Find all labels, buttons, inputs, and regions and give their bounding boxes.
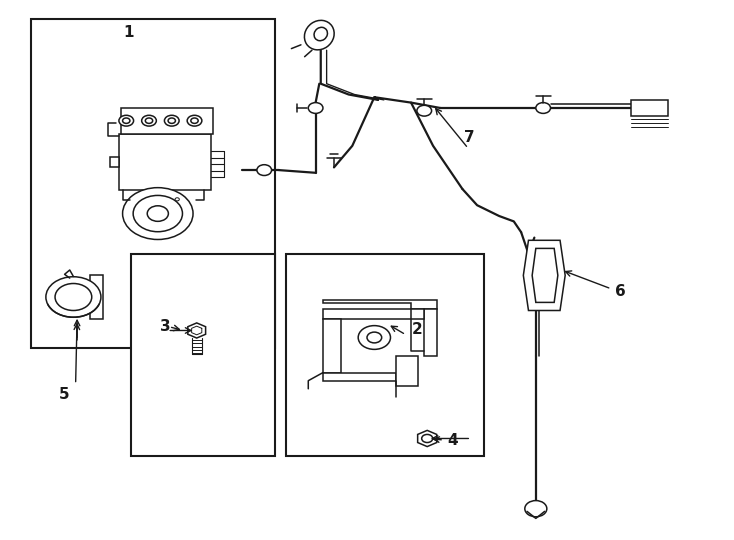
Text: 3: 3 xyxy=(160,319,170,334)
Polygon shape xyxy=(523,240,565,310)
Text: 5: 5 xyxy=(59,387,70,402)
Circle shape xyxy=(148,206,168,221)
Polygon shape xyxy=(121,108,213,134)
Circle shape xyxy=(164,116,179,126)
Polygon shape xyxy=(119,134,211,191)
Circle shape xyxy=(168,118,175,123)
Text: 6: 6 xyxy=(615,284,625,299)
Bar xyxy=(286,254,484,456)
Circle shape xyxy=(142,116,156,126)
Circle shape xyxy=(525,501,547,517)
Polygon shape xyxy=(90,275,103,319)
Ellipse shape xyxy=(55,284,92,310)
Ellipse shape xyxy=(314,28,327,40)
Circle shape xyxy=(187,116,202,126)
Bar xyxy=(131,254,275,456)
Polygon shape xyxy=(110,157,119,167)
Circle shape xyxy=(367,332,382,343)
Text: 2: 2 xyxy=(412,322,422,337)
Circle shape xyxy=(536,103,550,113)
Polygon shape xyxy=(323,309,424,319)
Ellipse shape xyxy=(46,276,101,317)
Ellipse shape xyxy=(305,21,334,50)
Circle shape xyxy=(119,116,134,126)
Circle shape xyxy=(308,103,323,113)
Polygon shape xyxy=(418,430,437,447)
Circle shape xyxy=(123,118,130,123)
Text: 1: 1 xyxy=(123,25,134,40)
Text: 4: 4 xyxy=(448,433,458,448)
Circle shape xyxy=(417,105,432,116)
Polygon shape xyxy=(323,373,396,381)
Circle shape xyxy=(133,195,183,232)
Circle shape xyxy=(358,326,390,349)
Text: 7: 7 xyxy=(465,130,475,145)
Polygon shape xyxy=(396,356,418,386)
Polygon shape xyxy=(631,100,668,116)
Circle shape xyxy=(123,188,193,240)
Polygon shape xyxy=(532,248,558,302)
Polygon shape xyxy=(323,319,341,373)
Polygon shape xyxy=(323,300,437,309)
Circle shape xyxy=(191,118,198,123)
Bar xyxy=(31,19,275,348)
Polygon shape xyxy=(424,309,437,356)
Circle shape xyxy=(257,165,272,176)
Circle shape xyxy=(175,198,179,201)
Circle shape xyxy=(145,118,153,123)
Circle shape xyxy=(421,434,432,443)
Polygon shape xyxy=(188,323,206,338)
